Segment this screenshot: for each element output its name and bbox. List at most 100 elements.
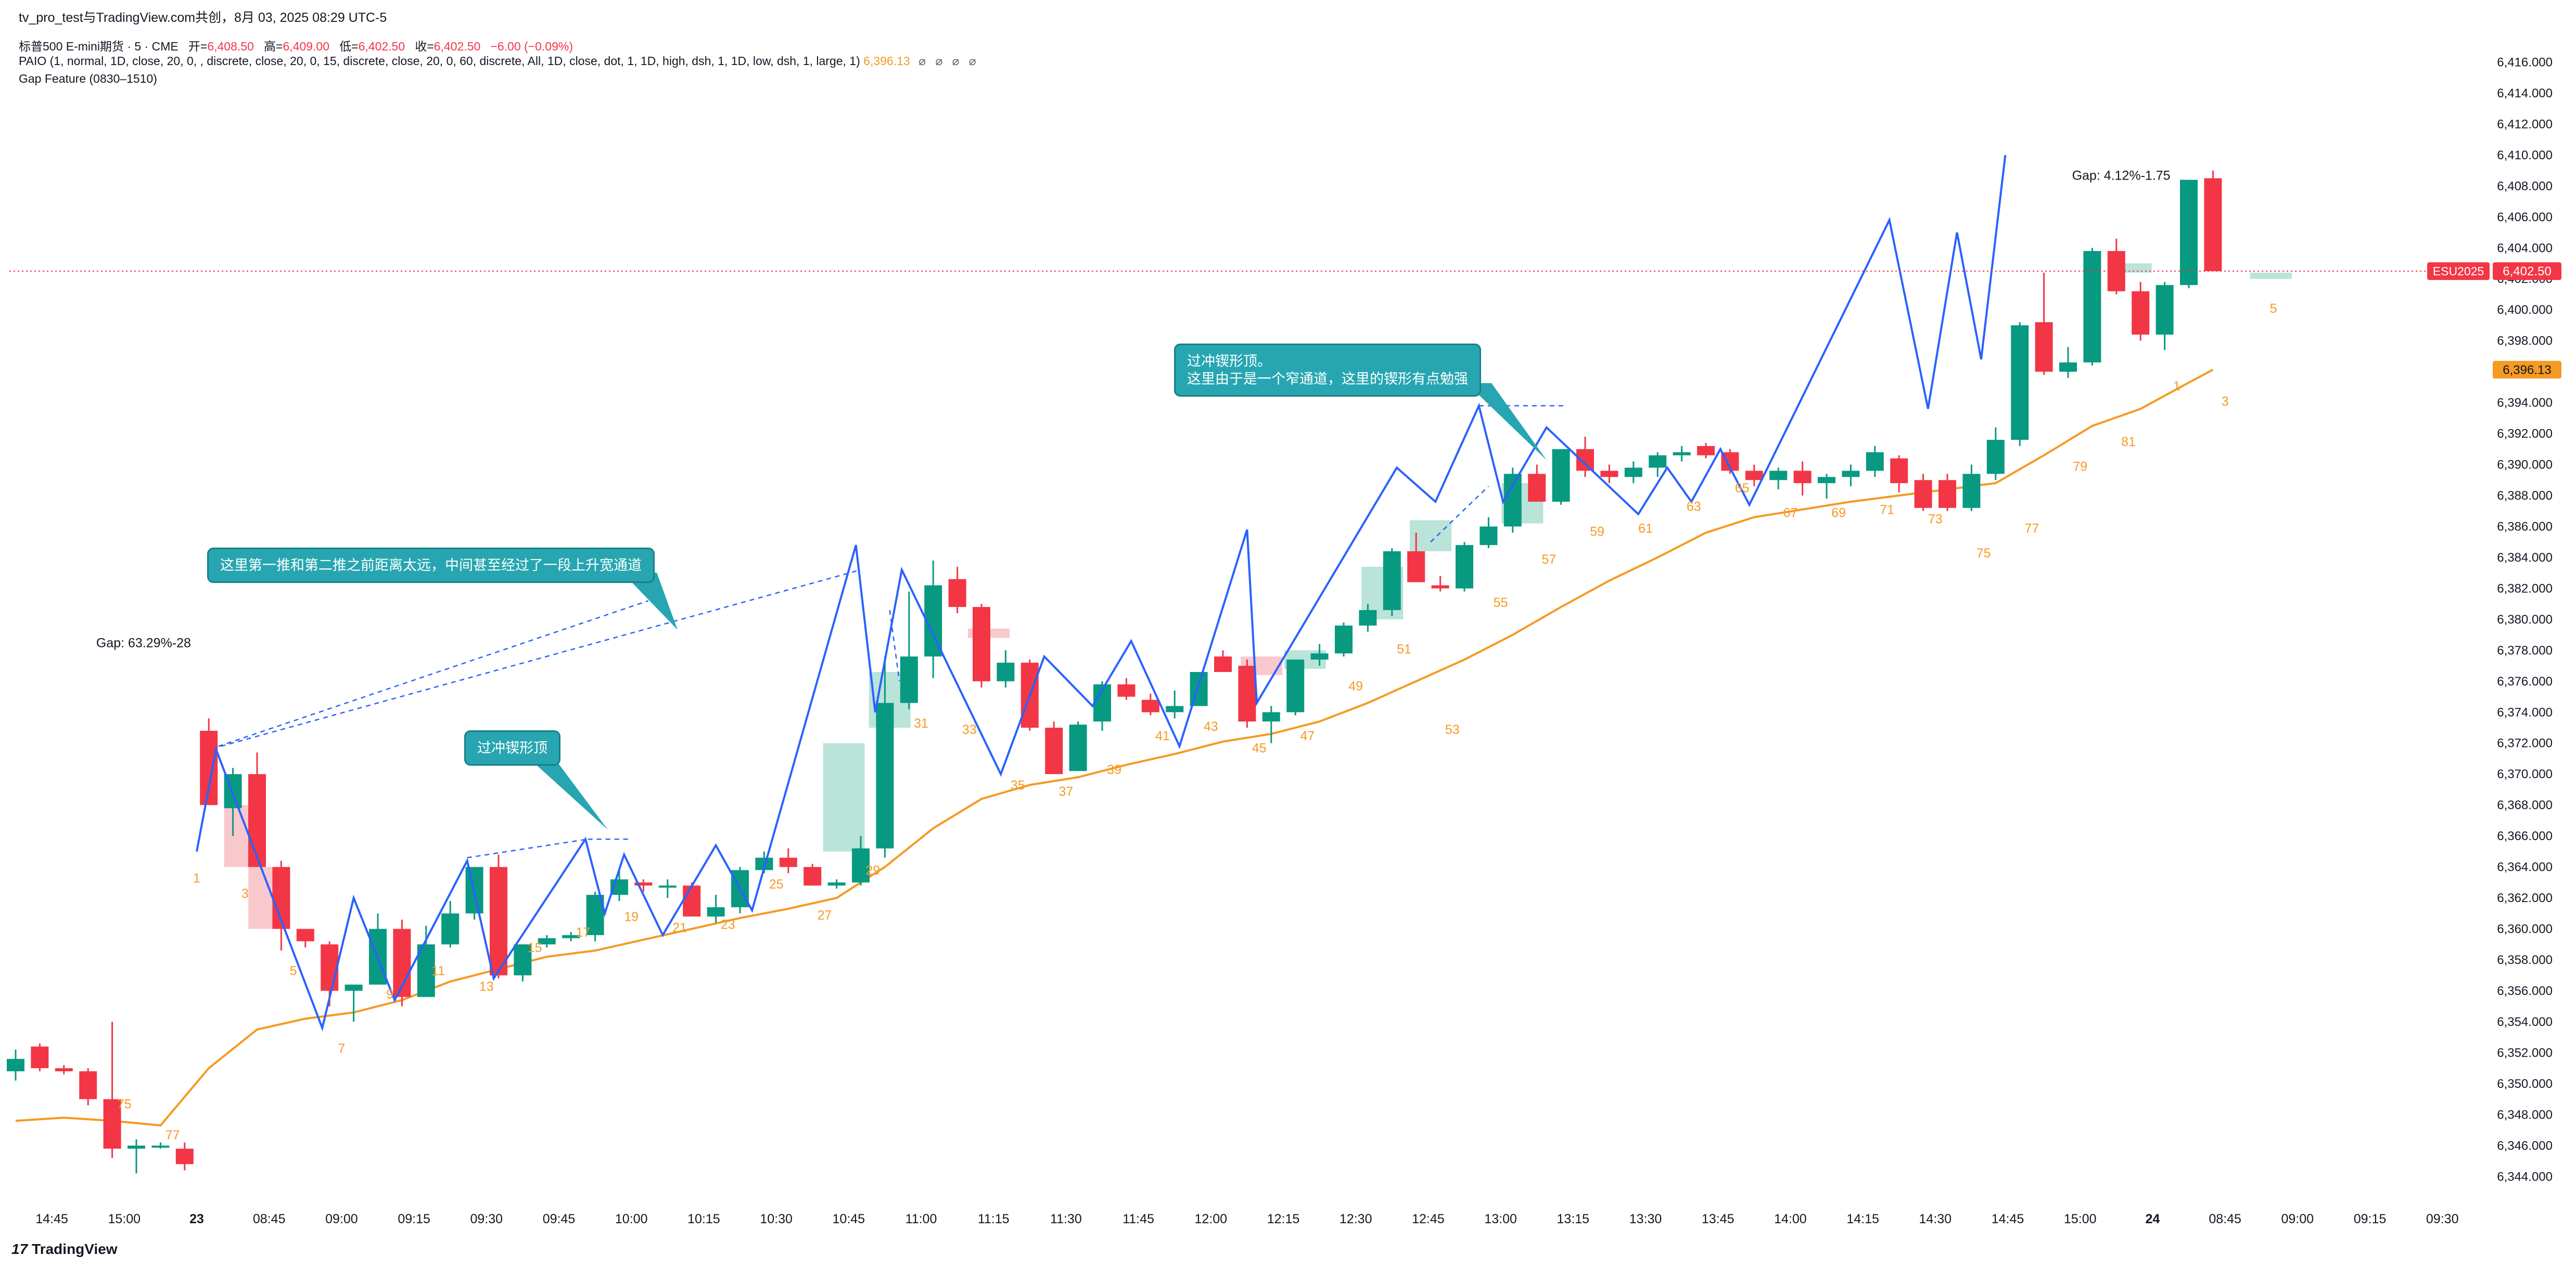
candle-body (1986, 439, 2005, 474)
bar-count-label: 47 (1300, 729, 1315, 743)
bar-count-label: 13 (479, 979, 494, 994)
dashed-trend-line (1430, 486, 1489, 543)
callout-overshoot-wedge-1[interactable]: 过冲锲形顶 (464, 730, 560, 766)
candle (103, 1021, 121, 1158)
time-tick-label: 15:00 (108, 1212, 141, 1226)
time-tick-label: 09:30 (2426, 1212, 2459, 1226)
candle-body (2204, 178, 2222, 271)
high-value: 6,409.00 (283, 40, 329, 53)
candle-body (1673, 452, 1691, 455)
candle (804, 864, 822, 886)
change-value: −6.00 (−0.09%) (490, 40, 573, 53)
candle-body (2180, 180, 2198, 285)
candle (127, 1139, 145, 1174)
dashed-trend-line (889, 610, 900, 681)
symbol-tag-label: ESU2025 (2433, 264, 2484, 278)
symbol-tag (2427, 262, 2490, 280)
paio-indicator-legend[interactable]: PAIO (1, normal, 1D, close, 20, 0, , dis… (19, 54, 979, 68)
close-value: 6,402.50 (433, 40, 481, 53)
gap-feature-legend[interactable]: Gap Feature (0830–1510) (19, 72, 157, 85)
candle (1141, 693, 1159, 716)
bar-count-label: 81 (2121, 435, 2136, 449)
candle-body (900, 656, 918, 703)
candle-body (441, 913, 460, 945)
candle-body (1456, 545, 1473, 589)
candle-body (2059, 362, 2077, 372)
price-tick-label: 6,366.000 (2497, 829, 2553, 843)
price-tick-label: 6,360.000 (2497, 922, 2553, 936)
bar-count-label: 9 (386, 987, 393, 1001)
price-tick-label: 6,386.000 (2497, 519, 2553, 534)
candle-body (1962, 474, 1981, 508)
paio-value: 6,396.13 (863, 54, 910, 68)
price-tick-label: 6,346.000 (2497, 1139, 2553, 1153)
bar-count-label: 51 (1397, 642, 1411, 656)
bar-count-label: 3 (241, 886, 249, 901)
candle-body (1793, 471, 1812, 484)
price-tick-label: 6,362.000 (2497, 891, 2553, 905)
price-tick-label: 6,370.000 (2497, 767, 2553, 781)
price-tick-label: 6,350.000 (2497, 1077, 2553, 1091)
candle (393, 919, 411, 1007)
price-tick-label: 6,378.000 (2497, 643, 2553, 657)
candle-body (1117, 684, 1136, 697)
price-tick-label: 6,368.000 (2497, 798, 2553, 813)
candle-body (127, 1145, 145, 1149)
candle (296, 929, 314, 948)
candle-body (876, 703, 894, 848)
bar-count-label: 49 (1348, 679, 1363, 694)
candle (1793, 461, 1812, 496)
candle (1480, 517, 1498, 549)
candle (1842, 464, 1860, 487)
bar-count-label: 11 (431, 964, 445, 979)
candle (1503, 467, 1522, 533)
candle-body (1552, 449, 1570, 502)
callout-wide-channel[interactable]: 这里第一推和第二推之前距离太远，中间甚至经过了一段上升宽通道 (207, 548, 655, 583)
candle-body (1528, 474, 1546, 502)
price-tick-label: 6,382.000 (2497, 581, 2553, 595)
time-tick-label: 09:15 (2354, 1212, 2387, 1226)
chart-title: tv_pro_test与TradingView.com共创，8月 03, 202… (19, 10, 387, 25)
time-tick-label: 12:30 (1340, 1212, 1372, 1226)
time-tick-label: 12:00 (1195, 1212, 1228, 1226)
ghost-bar (2250, 272, 2292, 279)
candle-body (1141, 700, 1159, 713)
bar-count-label: 59 (1590, 524, 1604, 539)
candle (1769, 467, 1788, 490)
tradingview-logo[interactable]: 17 TradingView (11, 1241, 118, 1258)
bar-count-label: 1 (193, 871, 200, 885)
candle-body (827, 882, 846, 886)
candle (1528, 464, 1546, 502)
candle-body (1600, 471, 1618, 477)
price-tick-label: 6,406.000 (2497, 210, 2553, 224)
candle (973, 604, 990, 688)
bar-count-label: 77 (2024, 521, 2039, 536)
candle-body (1745, 471, 1763, 480)
candle (1045, 721, 1063, 775)
zigzag-line (196, 155, 2007, 1032)
candle (417, 925, 435, 997)
candle-body (658, 885, 677, 888)
callout-overshoot-wedge-2[interactable]: 过冲锲形顶。 这里由于是一个窄通道，这里的锲形有点勉强 (1174, 344, 1481, 397)
price-tick-label: 6,380.000 (2497, 613, 2553, 627)
candle-body (1624, 467, 1642, 477)
candle-body (2132, 291, 2150, 335)
candle (1939, 474, 1956, 511)
candle (852, 836, 870, 886)
candle-body (1842, 471, 1860, 477)
last-price-tag-label: 6,402.50 (2503, 264, 2551, 278)
price-tick-label: 6,414.000 (2497, 86, 2553, 100)
candle-body (7, 1059, 24, 1072)
time-tick-label: 10:45 (833, 1212, 865, 1226)
candle-body (707, 907, 725, 917)
candle-body (683, 885, 701, 917)
candle-body (1890, 458, 1908, 484)
symbol-description: 标普500 E-mini期货 · 5 · CME (19, 40, 178, 53)
candle-body (2035, 322, 2053, 372)
candle (1600, 464, 1618, 484)
candle-body (248, 774, 266, 867)
candle-body (1939, 480, 1956, 508)
open-value: 6,408.50 (207, 40, 254, 53)
candle (1576, 437, 1594, 477)
